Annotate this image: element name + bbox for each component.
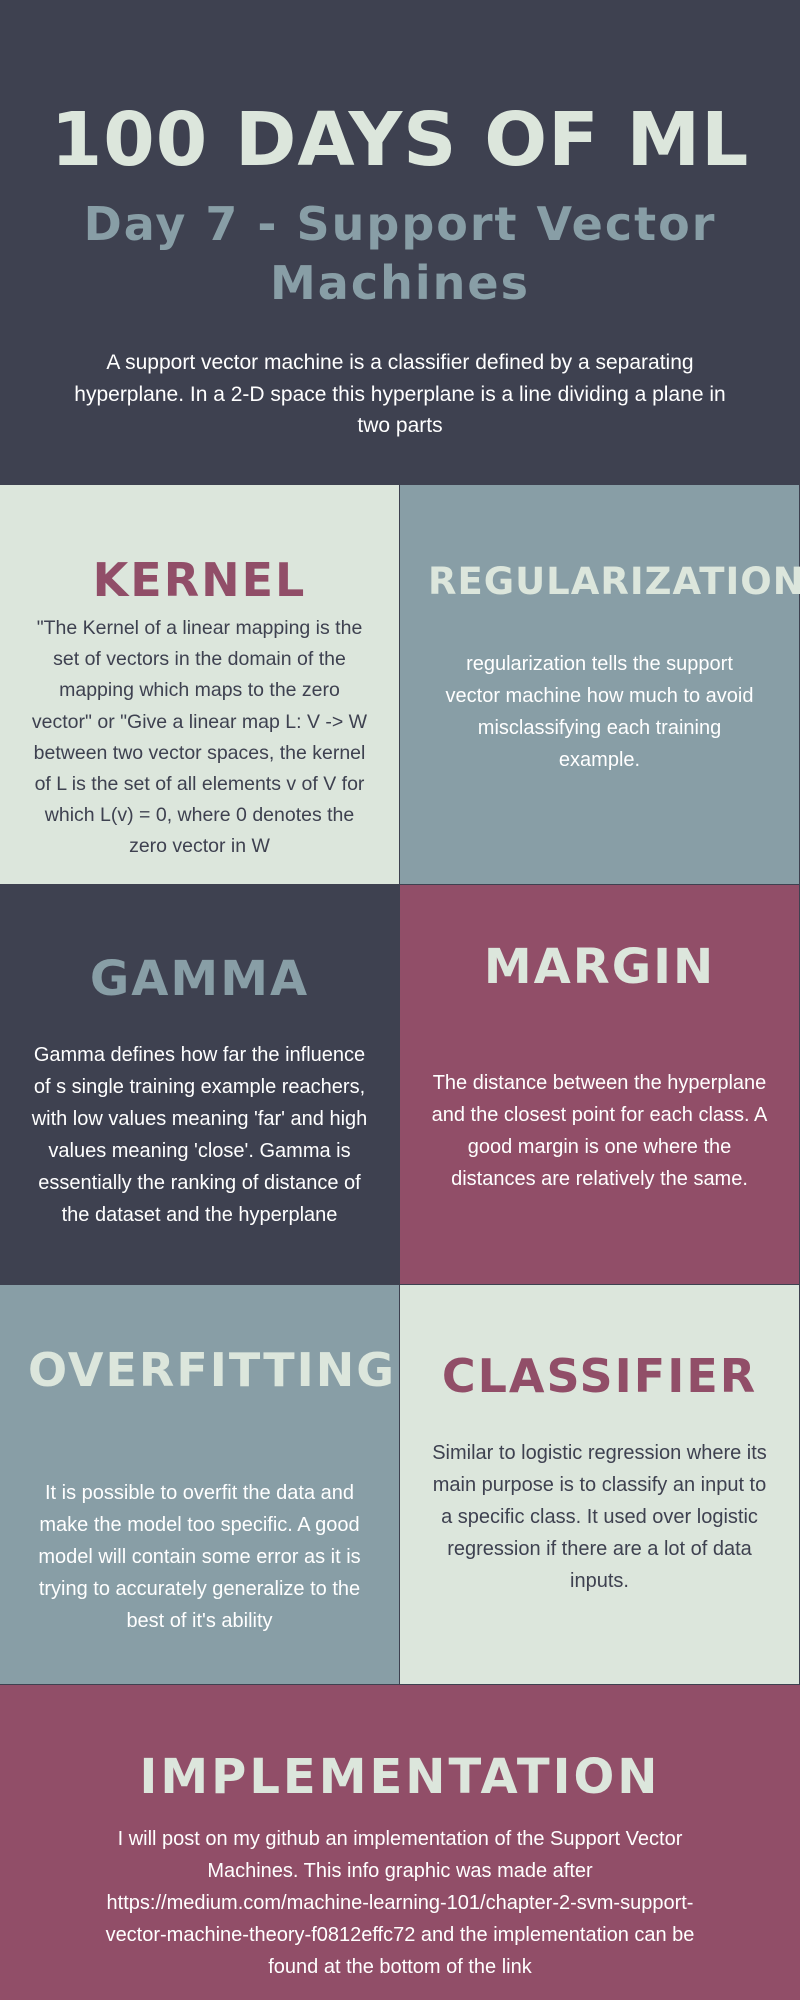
regularization-title: REGULARIZATION xyxy=(428,560,800,603)
classifier-text: Similar to logistic regression where its… xyxy=(432,1442,767,1592)
kernel-title: KERNEL xyxy=(92,553,307,607)
regularization-section: REGULARIZATION regularization tells the … xyxy=(400,485,800,885)
implementation-title: IMPLEMENTATION xyxy=(139,1749,661,1805)
classifier-title: CLASSIFIER xyxy=(441,1349,758,1403)
overfitting-section: OVERFITTING It is possible to overfit th… xyxy=(0,1285,400,1685)
gamma-title: GAMMA xyxy=(89,951,310,1007)
implementation-section: IMPLEMENTATION I will post on my github … xyxy=(0,1685,800,2000)
kernel-text: "The Kernel of a linear mapping is the s… xyxy=(31,617,368,858)
subtitle: Day 7 - Support Vector Machines xyxy=(83,197,717,311)
regularization-text: regularization tells the support vector … xyxy=(445,653,754,771)
margin-section: MARGIN The distance between the hyperpla… xyxy=(400,885,800,1285)
overfitting-text: It is possible to overfit the data and m… xyxy=(38,1482,361,1632)
header-section: 100 DAYS OF ML Day 7 - Support Vector Ma… xyxy=(0,0,800,485)
overfitting-title: OVERFITTING xyxy=(28,1343,397,1397)
concept-grid: KERNEL "The Kernel of a linear mapping i… xyxy=(0,485,800,1685)
gamma-section: GAMMA Gamma defines how far the influenc… xyxy=(0,885,400,1285)
kernel-section: KERNEL "The Kernel of a linear mapping i… xyxy=(0,485,400,885)
implementation-text: I will post on my github an implementati… xyxy=(105,1828,695,1978)
margin-title: MARGIN xyxy=(483,939,716,995)
intro-text: A support vector machine is a classifier… xyxy=(74,351,726,438)
main-title: 100 DAYS OF ML xyxy=(50,97,750,183)
margin-text: The distance between the hyperplane and … xyxy=(431,1072,768,1190)
gamma-text: Gamma defines how far the influence of s… xyxy=(31,1044,368,1226)
classifier-section: CLASSIFIER Similar to logistic regressio… xyxy=(400,1285,800,1685)
